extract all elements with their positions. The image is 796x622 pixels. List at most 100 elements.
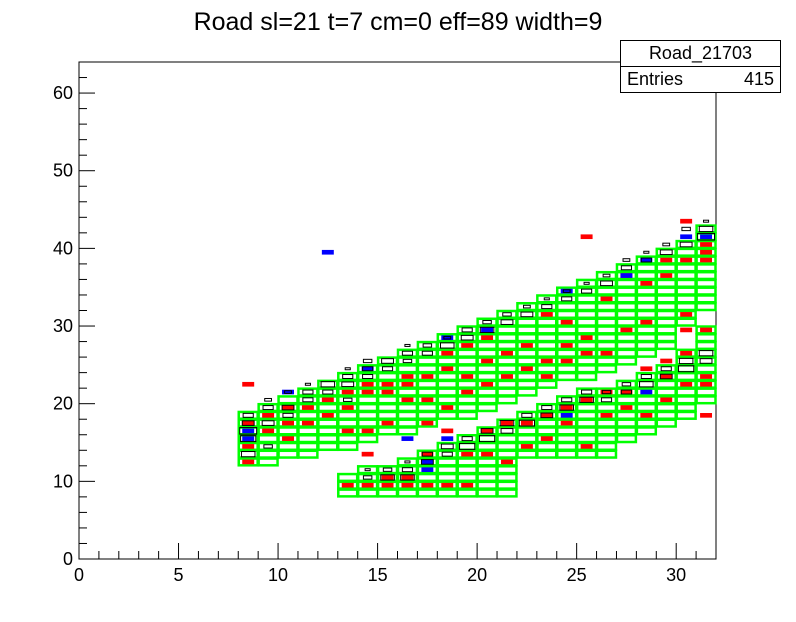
red-hit-marker	[242, 381, 255, 387]
red-hit-marker	[640, 366, 653, 372]
red-hit-marker	[700, 374, 713, 379]
red-hit-marker	[242, 444, 255, 449]
red-hit-marker	[341, 428, 354, 434]
content-box-marker	[559, 404, 574, 411]
red-hit-marker	[381, 475, 394, 480]
content-box-marker	[621, 382, 632, 387]
content-box-marker	[304, 382, 311, 386]
red-hit-marker	[481, 335, 494, 341]
content-box-marker	[239, 427, 258, 435]
content-box-marker	[583, 281, 590, 285]
blue-hit-marker	[560, 288, 573, 294]
road-cell	[695, 224, 717, 234]
content-box-marker	[241, 420, 255, 426]
y-tick-label: 0	[63, 549, 73, 569]
y-tick-label: 20	[53, 394, 73, 414]
content-box-marker	[302, 389, 314, 395]
content-box-marker	[240, 435, 257, 443]
red-hit-marker	[560, 358, 573, 364]
red-hit-marker	[520, 444, 533, 449]
content-box-marker	[499, 419, 515, 427]
content-box-marker	[622, 258, 631, 262]
content-box-marker	[420, 459, 434, 465]
red-hit-marker	[301, 405, 314, 410]
red-hit-marker	[700, 413, 713, 418]
content-box-marker	[343, 397, 353, 402]
content-box-marker	[440, 443, 454, 450]
content-box-marker	[640, 374, 652, 379]
content-box-marker	[401, 350, 414, 356]
red-hit-marker	[441, 366, 454, 372]
content-box-marker	[581, 288, 593, 294]
content-box-marker	[620, 389, 632, 395]
red-hit-marker	[600, 296, 613, 302]
content-box-marker	[342, 374, 354, 379]
red-hit-marker	[520, 420, 533, 426]
content-box-marker	[541, 405, 553, 411]
red-hit-marker	[680, 350, 693, 356]
blue-hit-marker	[620, 273, 633, 278]
red-hit-marker	[640, 413, 653, 418]
stats-entries-value: 415	[743, 69, 774, 89]
content-box-marker	[421, 451, 433, 457]
x-tick-label: 15	[368, 565, 388, 585]
content-box-marker	[284, 390, 292, 394]
content-box-marker	[600, 280, 613, 287]
content-box-marker	[581, 389, 593, 395]
content-box-marker	[362, 475, 373, 480]
red-hit-marker	[540, 374, 553, 379]
red-hit-marker	[301, 420, 314, 426]
content-box-marker	[678, 357, 694, 365]
red-hit-marker	[381, 420, 394, 426]
red-hit-marker	[481, 358, 494, 364]
red-hit-marker	[461, 389, 474, 395]
y-tick-label: 30	[53, 316, 73, 336]
stats-box: Road_21703 Entries 415	[620, 40, 781, 93]
content-box-marker	[362, 358, 373, 364]
content-box-marker	[600, 397, 613, 403]
red-hit-marker	[560, 420, 573, 426]
content-box-marker	[620, 265, 632, 271]
red-hit-marker	[282, 420, 294, 426]
content-box-marker	[439, 342, 455, 349]
red-hit-marker	[481, 451, 494, 457]
content-box-marker	[699, 358, 713, 364]
red-hit-marker	[580, 444, 593, 449]
content-box-marker	[364, 468, 371, 472]
content-box-marker	[643, 250, 650, 254]
red-hit-marker	[262, 428, 275, 434]
red-hit-marker	[660, 257, 673, 263]
content-box-marker	[523, 304, 531, 309]
blue-hit-marker	[242, 436, 255, 441]
chart-title: Road sl=21 t=7 cm=0 eff=89 width=9	[193, 8, 603, 36]
content-box-marker	[461, 436, 473, 442]
content-box-marker	[404, 343, 411, 347]
red-hit-marker	[560, 405, 573, 410]
content-box-marker	[697, 232, 716, 241]
content-box-marker	[261, 420, 275, 426]
blue-hit-marker	[361, 366, 374, 372]
content-box-marker	[264, 397, 272, 402]
red-hit-marker	[600, 413, 613, 418]
content-box-marker	[478, 435, 496, 443]
content-box-marker	[460, 334, 474, 341]
red-hit-marker	[620, 405, 633, 410]
red-hit-marker	[660, 273, 673, 278]
content-box-marker	[344, 367, 351, 371]
content-box-marker	[281, 404, 295, 411]
red-hit-marker	[540, 312, 553, 317]
blue-hit-marker	[640, 389, 653, 395]
x-tick-label: 10	[268, 565, 288, 585]
red-hit-marker	[421, 420, 434, 426]
red-hit-marker	[461, 482, 474, 488]
red-hit-marker	[381, 389, 394, 395]
blue-hit-marker	[560, 413, 573, 418]
red-hit-marker	[282, 405, 294, 410]
content-box-marker	[521, 412, 533, 418]
road-layer	[237, 224, 717, 498]
content-box-marker	[602, 273, 611, 278]
content-box-marker	[500, 428, 514, 434]
content-box-marker	[421, 350, 433, 356]
red-hit-marker	[481, 381, 494, 387]
red-hit-marker	[660, 358, 673, 364]
